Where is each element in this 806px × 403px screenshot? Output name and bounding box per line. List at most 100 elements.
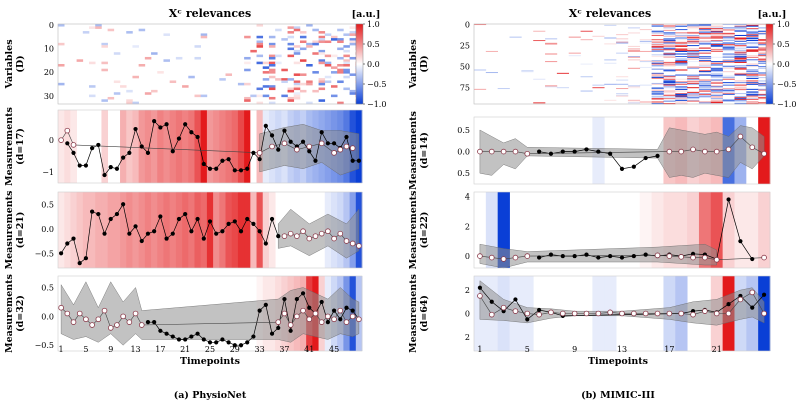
heatmap-cell [734, 58, 747, 60]
heatmap-cell [663, 42, 676, 44]
heatmap-cell [651, 50, 664, 52]
heatmap-cell [675, 101, 688, 103]
heatmap-cell [616, 40, 629, 42]
observed-point [164, 122, 169, 127]
heatmap-cell [616, 41, 629, 43]
heatmap-cell [663, 64, 676, 66]
xtick: 41 [304, 345, 314, 354]
observed-point [619, 166, 625, 171]
xaxis-physionet: 1 5 9 13 17 21 25 29 33 37 41 45 [59, 345, 340, 354]
heatmap-cell [200, 33, 208, 36]
heatmap-cell [675, 81, 688, 83]
heatmap-cell [293, 92, 301, 95]
observed-point [152, 119, 157, 124]
heatmap-cell [687, 42, 700, 44]
imputed-point [488, 311, 495, 318]
heatmap-cell [698, 58, 712, 60]
imputed-point [64, 127, 71, 134]
heatmap-cell [663, 103, 676, 105]
heatmap-cell [698, 81, 712, 83]
imputed-point [76, 310, 83, 317]
heatmap-cell [698, 31, 712, 33]
observed-point [189, 334, 194, 339]
imputed-point [477, 148, 483, 155]
heatmap-cell [663, 35, 676, 37]
heatmap-cell [746, 95, 759, 97]
measurement-ylabel: Measurements (d=32) [4, 274, 26, 353]
heatmap-cell [293, 85, 301, 88]
imputed-point [275, 319, 282, 325]
heatmap-cell [698, 70, 712, 72]
observed-point [121, 202, 126, 207]
relevance-bar [225, 192, 233, 268]
heatmap-cell [675, 98, 688, 100]
heatmap-cell [663, 29, 676, 31]
observed-point [489, 299, 494, 304]
imputed-point [713, 148, 720, 155]
heatmap-cell [287, 26, 295, 29]
observed-point [726, 197, 731, 202]
heatmap-cell [101, 68, 108, 72]
heatmap-cell [287, 87, 295, 91]
heatmap-cell [734, 97, 747, 99]
observed-point [214, 340, 219, 345]
heatmap-cell [746, 55, 759, 57]
imputed-point [132, 310, 139, 317]
imputed-point [126, 319, 133, 325]
observed-point [183, 337, 188, 342]
measurement-ytick: −0.5 [35, 249, 54, 258]
heatmap-cell [758, 73, 771, 75]
observed-point [257, 308, 262, 313]
heatmap-cell [330, 71, 338, 74]
heatmap-cell [188, 75, 195, 79]
heatmap-cell [275, 28, 282, 32]
imputed-point [690, 254, 696, 261]
heatmap-cell [262, 94, 270, 98]
heatmap-cell [722, 54, 735, 56]
heatmap-cell [758, 50, 771, 52]
heatmap-cell [710, 25, 723, 27]
heatmap-cell [698, 90, 712, 92]
observed-point [108, 165, 113, 170]
measurement-ytick: −0.5 [35, 341, 54, 350]
heatmap-cell [262, 61, 270, 65]
relevance-bar [120, 192, 127, 268]
heatmap-cell [556, 87, 570, 89]
heatmap-cell [138, 28, 146, 32]
measurement-frame [473, 116, 771, 185]
heatmap-cell [710, 49, 723, 51]
observed-point [294, 296, 299, 302]
observed-point [158, 328, 163, 333]
heatmap-cell [268, 54, 276, 58]
heatmap-cell [545, 43, 558, 45]
relevance-bar [95, 192, 102, 268]
heatmap-cell [734, 47, 747, 49]
heatmap-cell [687, 61, 700, 63]
heatmap-cell [734, 73, 747, 75]
observed-point [276, 147, 281, 152]
heatmap-cell [710, 90, 723, 92]
heatmap-cell [312, 89, 319, 93]
heatmap-cell [627, 87, 641, 89]
relevance-bar [132, 192, 140, 268]
heatmap-cell [533, 102, 546, 104]
heatmap-cell [533, 78, 546, 80]
heatmap-cell [299, 59, 307, 62]
xtick: 5 [83, 345, 88, 354]
heatmap-cell [675, 62, 688, 64]
imputed-point [595, 310, 602, 317]
heatmap-cell [275, 61, 282, 65]
heatmap-cell [734, 45, 747, 47]
heatmap-cell [722, 67, 735, 69]
heatmap-cell [698, 37, 712, 39]
imputed-point [107, 325, 114, 331]
heatmap-cell [734, 88, 747, 90]
heatmap-cell [58, 82, 65, 86]
heatmap-cell [722, 91, 735, 93]
heatmap-cell [734, 56, 747, 58]
heatmap-cell [687, 45, 700, 47]
heatmap-cell [687, 100, 700, 102]
observed-point [207, 340, 213, 345]
heatmap-cell [616, 52, 629, 54]
heatmap-cell [330, 54, 338, 58]
